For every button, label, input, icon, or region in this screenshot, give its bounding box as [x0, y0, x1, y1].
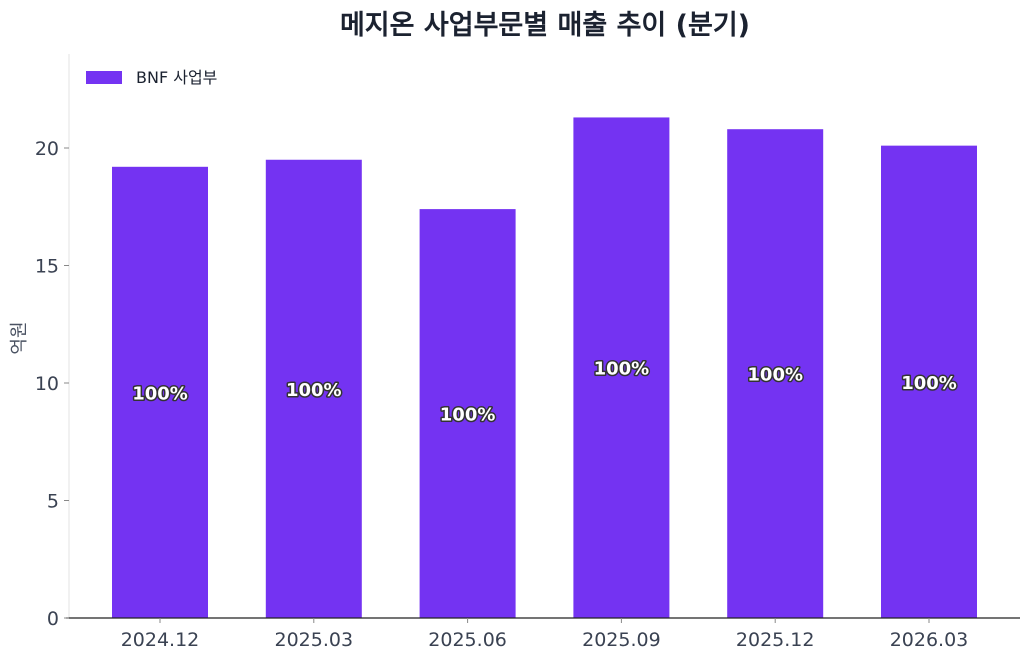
- legend: BNF 사업부: [86, 68, 217, 87]
- bar: [727, 129, 824, 618]
- bar-data-label: 100%: [132, 383, 188, 404]
- bar-labels: 100% 100% 100% 100% 100% 100%: [131, 357, 959, 427]
- chart-title: 메지온 사업부문별 매출 추이 (분기): [340, 10, 750, 41]
- y-tick-label: 0: [47, 608, 59, 630]
- legend-label: BNF 사업부: [136, 68, 217, 87]
- bar-data-label: 100%: [440, 405, 496, 426]
- bar-data-label: 100%: [286, 380, 342, 401]
- legend-swatch: [86, 71, 122, 84]
- bar-data-label: 100%: [594, 359, 650, 380]
- x-tick-label: 2025.12: [736, 629, 815, 651]
- x-tick-label: 2024.12: [121, 629, 200, 651]
- y-axis-label: 억원: [9, 321, 30, 354]
- x-tick-label: 2025.06: [428, 629, 507, 651]
- bar: [419, 209, 516, 618]
- x-tick-label: 2025.09: [582, 629, 661, 651]
- y-tick-label: 10: [35, 373, 59, 395]
- bars: [112, 117, 977, 619]
- x-tick-label: 2025.03: [275, 629, 354, 651]
- bar-data-label: 100%: [901, 373, 957, 394]
- bar: [573, 117, 670, 618]
- x-ticks: 2024.12 2025.03 2025.06 2025.09 2025.12 2026.…: [121, 618, 969, 651]
- x-tick-label: 2026.03: [890, 629, 969, 651]
- y-tick-label: 15: [35, 256, 59, 278]
- y-ticks: 0 5 10 15 20: [35, 138, 69, 630]
- bar-data-label: 100%: [747, 365, 803, 386]
- y-tick-label: 20: [35, 138, 59, 160]
- bar: [881, 145, 977, 618]
- bar: [112, 166, 208, 619]
- bar: [265, 159, 362, 618]
- y-tick-label: 5: [47, 491, 59, 513]
